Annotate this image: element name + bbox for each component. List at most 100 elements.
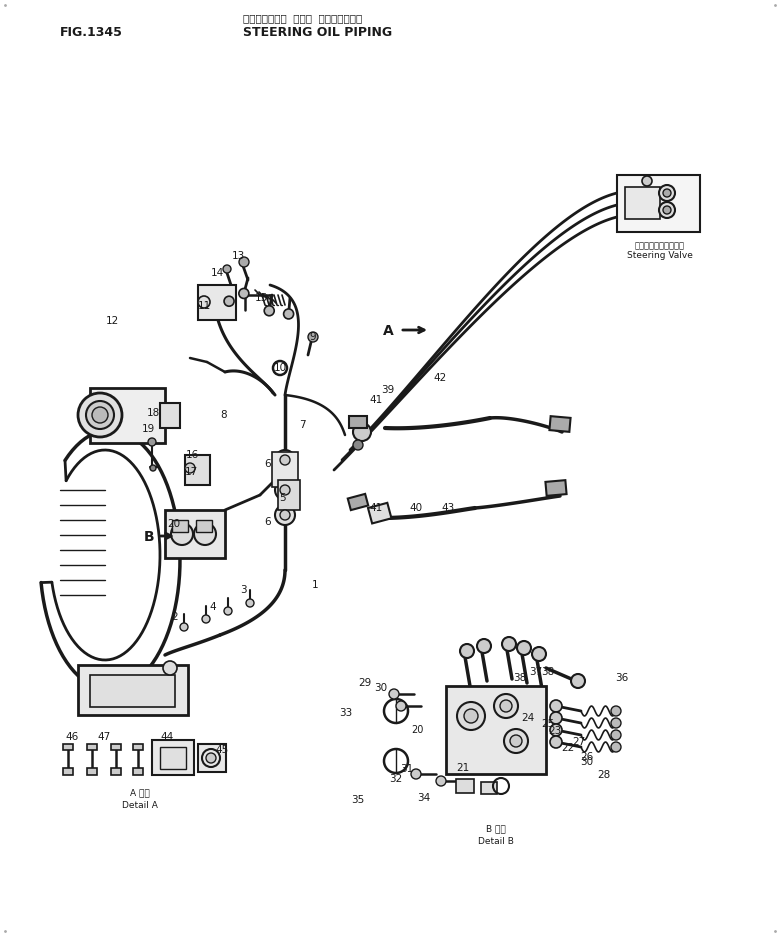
- Circle shape: [78, 393, 122, 437]
- Circle shape: [411, 769, 421, 779]
- Circle shape: [642, 176, 652, 186]
- Circle shape: [517, 641, 531, 655]
- Bar: [111, 744, 121, 750]
- Text: 30: 30: [374, 683, 388, 693]
- Text: 21: 21: [456, 763, 470, 773]
- Text: 12: 12: [105, 316, 119, 326]
- Circle shape: [280, 485, 290, 495]
- Circle shape: [532, 647, 546, 661]
- Circle shape: [396, 701, 406, 711]
- Text: FIG.1345: FIG.1345: [60, 25, 123, 38]
- Bar: [90, 388, 165, 443]
- Circle shape: [353, 423, 371, 441]
- Bar: [160, 747, 186, 769]
- Text: 3: 3: [239, 585, 246, 595]
- Text: 40: 40: [410, 503, 423, 513]
- Circle shape: [284, 309, 293, 319]
- Circle shape: [663, 206, 671, 214]
- Circle shape: [659, 202, 675, 218]
- Circle shape: [92, 407, 108, 423]
- Text: ステアリング゚  オイル  パイピンク゚: ステアリング゚ オイル パイピンク゚: [243, 13, 362, 23]
- Circle shape: [457, 702, 485, 730]
- Bar: [278, 480, 300, 510]
- Text: 8: 8: [221, 410, 227, 420]
- Text: B: B: [144, 530, 154, 544]
- Circle shape: [460, 644, 474, 658]
- Text: 44: 44: [161, 732, 174, 742]
- Circle shape: [275, 480, 295, 500]
- Bar: [456, 779, 474, 793]
- Text: 28: 28: [597, 770, 611, 780]
- Bar: [172, 520, 188, 532]
- Circle shape: [280, 510, 290, 520]
- Bar: [617, 175, 700, 232]
- Bar: [78, 665, 188, 715]
- Text: 25: 25: [541, 719, 555, 729]
- Bar: [481, 782, 497, 794]
- Bar: [152, 740, 194, 775]
- Circle shape: [510, 735, 522, 747]
- Circle shape: [308, 332, 318, 342]
- Text: 1: 1: [312, 580, 318, 590]
- Bar: [111, 768, 121, 775]
- Text: 31: 31: [400, 764, 413, 774]
- Text: 16: 16: [186, 450, 199, 460]
- Text: 10: 10: [274, 363, 286, 373]
- Circle shape: [206, 753, 216, 763]
- Text: 24: 24: [521, 713, 534, 723]
- Text: 4: 4: [210, 602, 216, 612]
- Text: 2: 2: [172, 612, 179, 622]
- Text: 32: 32: [389, 774, 402, 784]
- Text: 18: 18: [147, 408, 160, 418]
- Circle shape: [389, 689, 399, 699]
- Text: 33: 33: [339, 708, 353, 718]
- Circle shape: [611, 718, 621, 728]
- Text: 23: 23: [548, 726, 562, 736]
- Text: 47: 47: [98, 732, 111, 742]
- Bar: [185, 455, 210, 485]
- Circle shape: [185, 463, 195, 473]
- Circle shape: [659, 185, 675, 201]
- Circle shape: [550, 712, 562, 724]
- Text: 41: 41: [370, 503, 383, 513]
- Bar: [90, 675, 175, 707]
- Circle shape: [477, 639, 491, 653]
- Text: 22: 22: [562, 743, 575, 753]
- Text: 30: 30: [580, 757, 594, 767]
- Circle shape: [150, 465, 156, 471]
- Text: ステアリンク゚バルブ: ステアリンク゚バルブ: [635, 241, 685, 251]
- Text: 11: 11: [197, 301, 211, 311]
- Bar: [545, 480, 566, 496]
- Circle shape: [86, 401, 114, 429]
- Text: 35: 35: [351, 795, 364, 805]
- Bar: [348, 494, 368, 510]
- Text: 39: 39: [381, 385, 395, 395]
- Text: 13: 13: [232, 251, 245, 261]
- Text: 15: 15: [254, 293, 268, 303]
- Text: Detail A: Detail A: [122, 800, 158, 810]
- Text: A 詳細: A 詳細: [130, 788, 150, 797]
- Text: 20: 20: [168, 519, 180, 529]
- Bar: [368, 503, 392, 523]
- Circle shape: [550, 700, 562, 712]
- Text: 6: 6: [264, 517, 271, 527]
- Circle shape: [202, 615, 210, 623]
- Bar: [165, 510, 225, 558]
- Circle shape: [504, 729, 528, 753]
- Text: Detail B: Detail B: [478, 837, 514, 845]
- Text: 34: 34: [417, 793, 431, 803]
- Text: 19: 19: [141, 424, 154, 434]
- Circle shape: [163, 661, 177, 675]
- Circle shape: [224, 607, 232, 615]
- Circle shape: [611, 742, 621, 752]
- Bar: [133, 768, 143, 775]
- Circle shape: [280, 455, 290, 465]
- Text: 45: 45: [215, 745, 229, 755]
- Text: 41: 41: [370, 395, 383, 405]
- Circle shape: [223, 265, 231, 273]
- Circle shape: [171, 523, 193, 545]
- Bar: [549, 417, 571, 431]
- Bar: [63, 744, 73, 750]
- Text: 27: 27: [573, 737, 586, 747]
- Bar: [349, 416, 367, 428]
